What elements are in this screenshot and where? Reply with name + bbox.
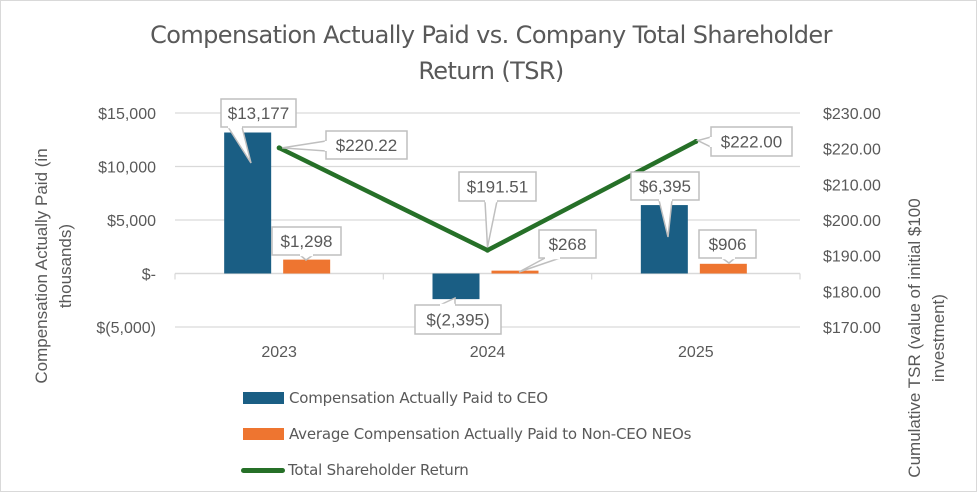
label-tsr-2025: $222.00 <box>695 126 793 157</box>
label-neo-2024: $268 <box>518 229 597 273</box>
label-tsr-2024-text: $191.51 <box>467 178 528 197</box>
label-neo-2024-box <box>538 229 597 259</box>
left-tick-label: $5,000 <box>107 213 156 230</box>
label-ceo-2025: $6,395 <box>630 171 700 238</box>
left-tick-label: $10,000 <box>98 160 156 177</box>
label-tsr-2024: $191.51 <box>458 171 537 248</box>
label-neo-2023: $1,298 <box>271 226 342 261</box>
label-neo-2023-box <box>271 226 342 256</box>
legend-swatch-ceo <box>243 392 284 404</box>
label-ceo-2023-box <box>220 98 297 128</box>
label-neo-2025: $906 <box>698 229 757 264</box>
label-tsr-2023-pointer <box>282 140 327 152</box>
right-tick-label: $170.00 <box>823 320 881 337</box>
label-ceo-2025-text: $6,395 <box>639 177 691 196</box>
label-ceo-2024: $(2,395) <box>414 296 502 335</box>
legend-item-ceo[interactable]: Compensation Actually Paid to CEO <box>243 380 691 416</box>
left-tick-label: $(5,000) <box>96 320 156 337</box>
legend-swatch-tsr <box>241 467 285 473</box>
tsr-point[interactable] <box>485 247 490 253</box>
chart-title-line-1: Compensation Actually Paid vs. Company T… <box>150 21 832 49</box>
label-ceo-2024-text: $(2,395) <box>426 311 489 330</box>
right-tick-label: $200.00 <box>823 213 881 230</box>
label-ceo-2023: $13,177 <box>220 98 297 164</box>
left-tick-label: $- <box>142 267 156 284</box>
left-axis-title: Compensation Actually Paid (in thousands… <box>32 148 75 383</box>
tsr-line-group <box>276 139 699 253</box>
axis-ticks: $15,000 $10,000 $5,000 $- $(5,000) $230.00 $22… <box>96 106 881 361</box>
bar-neo[interactable] <box>699 263 747 274</box>
label-neo-2024-pointer <box>518 257 561 273</box>
label-neo-2025-box <box>698 229 757 259</box>
chart-title-line-2: Return (TSR) <box>418 57 564 85</box>
label-ceo-2023-text: $13,177 <box>228 104 289 123</box>
data-labels: $13,177 $(2,395) $6,395 $1,298 $268 $906 $220.… <box>220 98 793 335</box>
label-ceo-2024-box <box>414 304 502 335</box>
legend-label-ceo: Compensation Actually Paid to CEO <box>289 389 548 407</box>
category-label: 2025 <box>678 344 714 361</box>
legend: Compensation Actually Paid to CEO Averag… <box>241 380 691 488</box>
bar-ceo[interactable] <box>432 273 480 300</box>
right-tick-label: $180.00 <box>823 284 881 301</box>
right-axis-title-line-1: Cumulative TSR (value of initial $100 <box>905 198 924 477</box>
label-tsr-2024-pointer <box>484 200 498 248</box>
left-axis-title-line-2: thousands) <box>56 224 75 308</box>
right-axis-title: Cumulative TSR (value of initial $100 in… <box>905 198 948 477</box>
legend-label-tsr: Total Shareholder Return <box>288 461 469 479</box>
label-tsr-2024-box <box>458 171 537 202</box>
category-label: 2023 <box>261 344 297 361</box>
label-tsr-2023-box <box>325 130 408 160</box>
bar-neo[interactable] <box>283 259 331 274</box>
legend-label-neo: Average Compensation Actually Paid to No… <box>289 425 692 443</box>
label-tsr-2025-pointer <box>695 136 712 149</box>
label-tsr-2025-text: $222.00 <box>721 133 782 152</box>
label-tsr-2023-text: $220.22 <box>336 136 397 155</box>
bars <box>224 132 747 300</box>
label-neo-2025-text: $906 <box>709 235 747 254</box>
right-tick-label: $190.00 <box>823 249 881 266</box>
tsr-point[interactable] <box>276 145 282 151</box>
right-tick-label: $220.00 <box>823 142 881 159</box>
label-tsr-2025-box <box>710 126 793 157</box>
right-axis-title-line-2: investment) <box>929 294 948 382</box>
legend-swatch-neo <box>243 428 284 440</box>
right-tick-label: $210.00 <box>823 177 881 194</box>
left-tick-label: $15,000 <box>98 106 156 123</box>
right-tick-label: $230.00 <box>823 106 881 123</box>
label-tsr-2023: $220.22 <box>282 130 408 160</box>
label-neo-2024-text: $268 <box>549 235 587 254</box>
tsr-point[interactable] <box>693 139 699 145</box>
category-label: 2024 <box>470 344 506 361</box>
label-ceo-2025-box <box>630 171 700 201</box>
left-axis-title-line-1: Compensation Actually Paid (in <box>32 148 51 383</box>
bar-neo[interactable] <box>491 270 539 274</box>
legend-item-tsr[interactable]: Total Shareholder Return <box>241 452 691 488</box>
legend-item-neo[interactable]: Average Compensation Actually Paid to No… <box>243 416 691 452</box>
chart-title: Compensation Actually Paid vs. Company T… <box>91 17 891 89</box>
label-neo-2023-text: $1,298 <box>281 232 333 251</box>
